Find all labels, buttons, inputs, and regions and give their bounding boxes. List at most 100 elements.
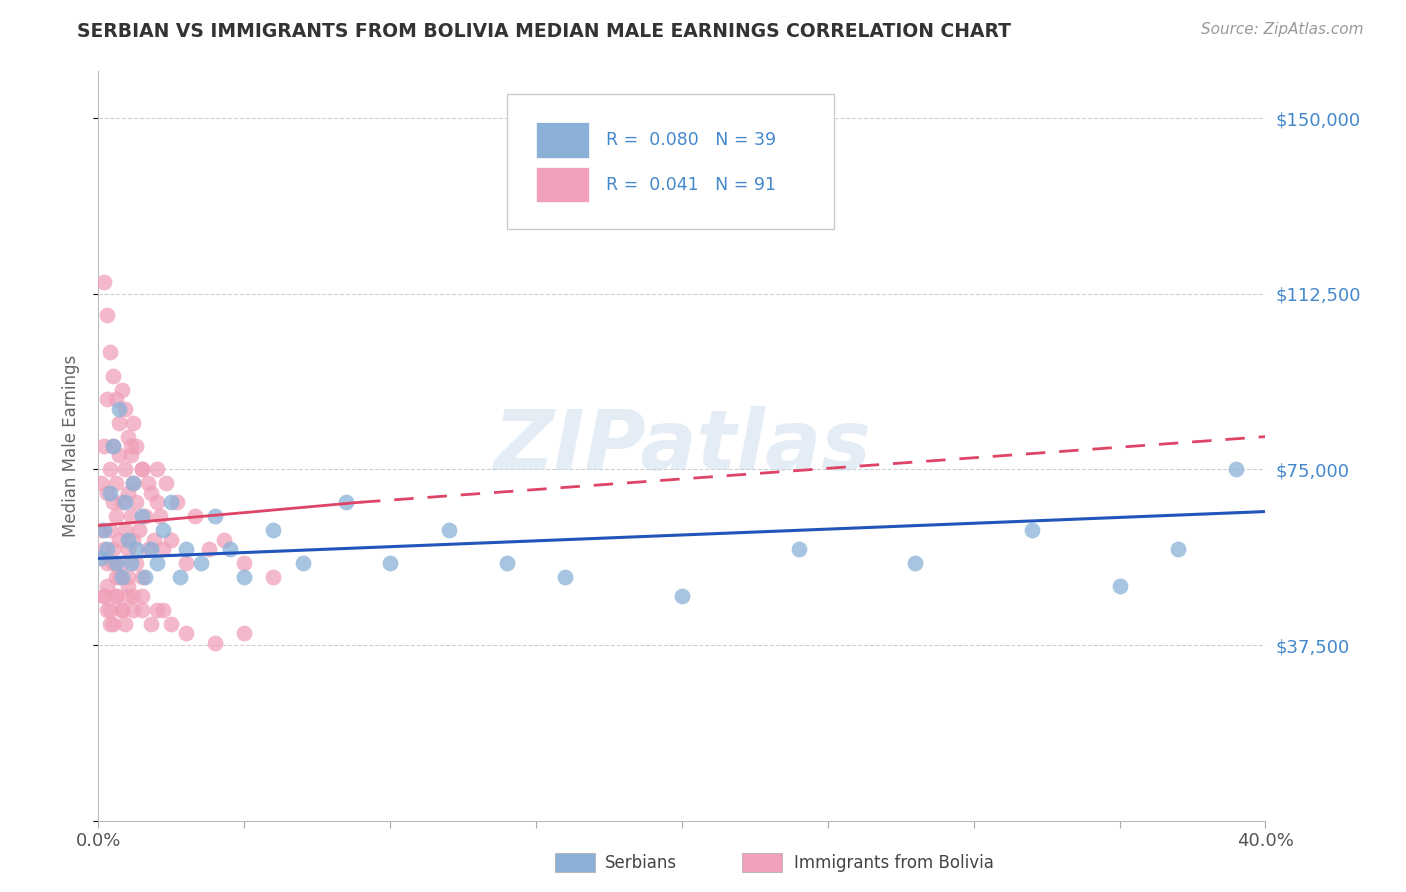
Point <box>160 533 183 547</box>
Point <box>671 589 693 603</box>
Point <box>139 617 162 632</box>
Point <box>111 603 134 617</box>
Point <box>152 523 174 537</box>
Point <box>111 383 134 397</box>
Point <box>183 509 205 524</box>
Text: SERBIAN VS IMMIGRANTS FROM BOLIVIA MEDIAN MALE EARNINGS CORRELATION CHART: SERBIAN VS IMMIGRANTS FROM BOLIVIA MEDIA… <box>77 22 1011 41</box>
Point <box>787 542 810 557</box>
Point <box>96 556 118 570</box>
Point <box>111 495 134 509</box>
Point <box>101 439 124 453</box>
Point <box>160 495 183 509</box>
Point <box>117 542 139 557</box>
Point <box>114 495 136 509</box>
Point <box>101 495 124 509</box>
Point <box>169 570 191 584</box>
Point <box>131 589 153 603</box>
Text: R =  0.080   N = 39: R = 0.080 N = 39 <box>606 130 776 149</box>
Point <box>155 476 177 491</box>
Point <box>90 476 112 491</box>
Point <box>98 485 121 500</box>
Point <box>114 462 136 476</box>
Point <box>160 617 183 632</box>
Point <box>108 533 131 547</box>
FancyBboxPatch shape <box>508 94 834 228</box>
Point <box>104 476 127 491</box>
Point <box>120 449 142 463</box>
Point <box>1021 523 1043 537</box>
Text: Immigrants from Bolivia: Immigrants from Bolivia <box>794 855 994 872</box>
Point <box>93 275 115 289</box>
Point <box>122 416 145 430</box>
Point <box>101 617 124 632</box>
Point <box>1108 580 1130 594</box>
Point <box>212 533 235 547</box>
Point <box>93 589 115 603</box>
Point <box>114 401 136 416</box>
Point <box>262 570 284 584</box>
Point <box>104 556 127 570</box>
Point <box>146 603 169 617</box>
Point <box>114 523 136 537</box>
Point <box>174 556 197 570</box>
Point <box>111 570 134 584</box>
Point <box>152 603 174 617</box>
Point <box>291 556 314 570</box>
Text: Source: ZipAtlas.com: Source: ZipAtlas.com <box>1201 22 1364 37</box>
Point <box>554 570 576 584</box>
Point <box>174 626 197 640</box>
Point <box>139 542 162 557</box>
Point <box>262 523 284 537</box>
Point <box>131 603 153 617</box>
FancyBboxPatch shape <box>536 121 589 158</box>
Point <box>233 626 256 640</box>
Point <box>122 476 145 491</box>
Point <box>117 589 139 603</box>
Point <box>1225 462 1247 476</box>
Point <box>104 589 127 603</box>
Point <box>198 542 221 557</box>
Point <box>101 542 124 557</box>
Point <box>104 570 127 584</box>
Point <box>125 439 148 453</box>
Point <box>233 570 256 584</box>
Point <box>122 476 145 491</box>
Point <box>101 556 124 570</box>
Point <box>437 523 460 537</box>
Point <box>117 570 139 584</box>
Point <box>904 556 927 570</box>
Point <box>114 617 136 632</box>
Point <box>108 401 131 416</box>
Point <box>380 556 402 570</box>
Y-axis label: Median Male Earnings: Median Male Earnings <box>62 355 80 537</box>
Point <box>142 533 165 547</box>
Point <box>1167 542 1189 557</box>
Point <box>93 589 115 603</box>
Point <box>108 416 131 430</box>
Point <box>128 523 150 537</box>
Point <box>117 533 139 547</box>
Point <box>125 495 148 509</box>
Point <box>122 589 145 603</box>
Point <box>90 551 112 566</box>
Point <box>96 542 118 557</box>
Point <box>96 308 118 322</box>
Point <box>117 430 139 444</box>
Text: R =  0.041   N = 91: R = 0.041 N = 91 <box>606 176 776 194</box>
Point <box>131 462 153 476</box>
Point <box>117 485 139 500</box>
Point <box>104 392 127 407</box>
Point <box>111 603 134 617</box>
Point <box>131 509 153 524</box>
Point <box>120 556 142 570</box>
Point <box>218 542 240 557</box>
Point <box>96 485 118 500</box>
Point <box>101 368 124 383</box>
Point <box>190 556 212 570</box>
Point <box>104 589 127 603</box>
Point <box>233 556 256 570</box>
Point <box>108 449 131 463</box>
Point <box>101 439 124 453</box>
Point <box>111 556 134 570</box>
Point <box>98 345 121 359</box>
